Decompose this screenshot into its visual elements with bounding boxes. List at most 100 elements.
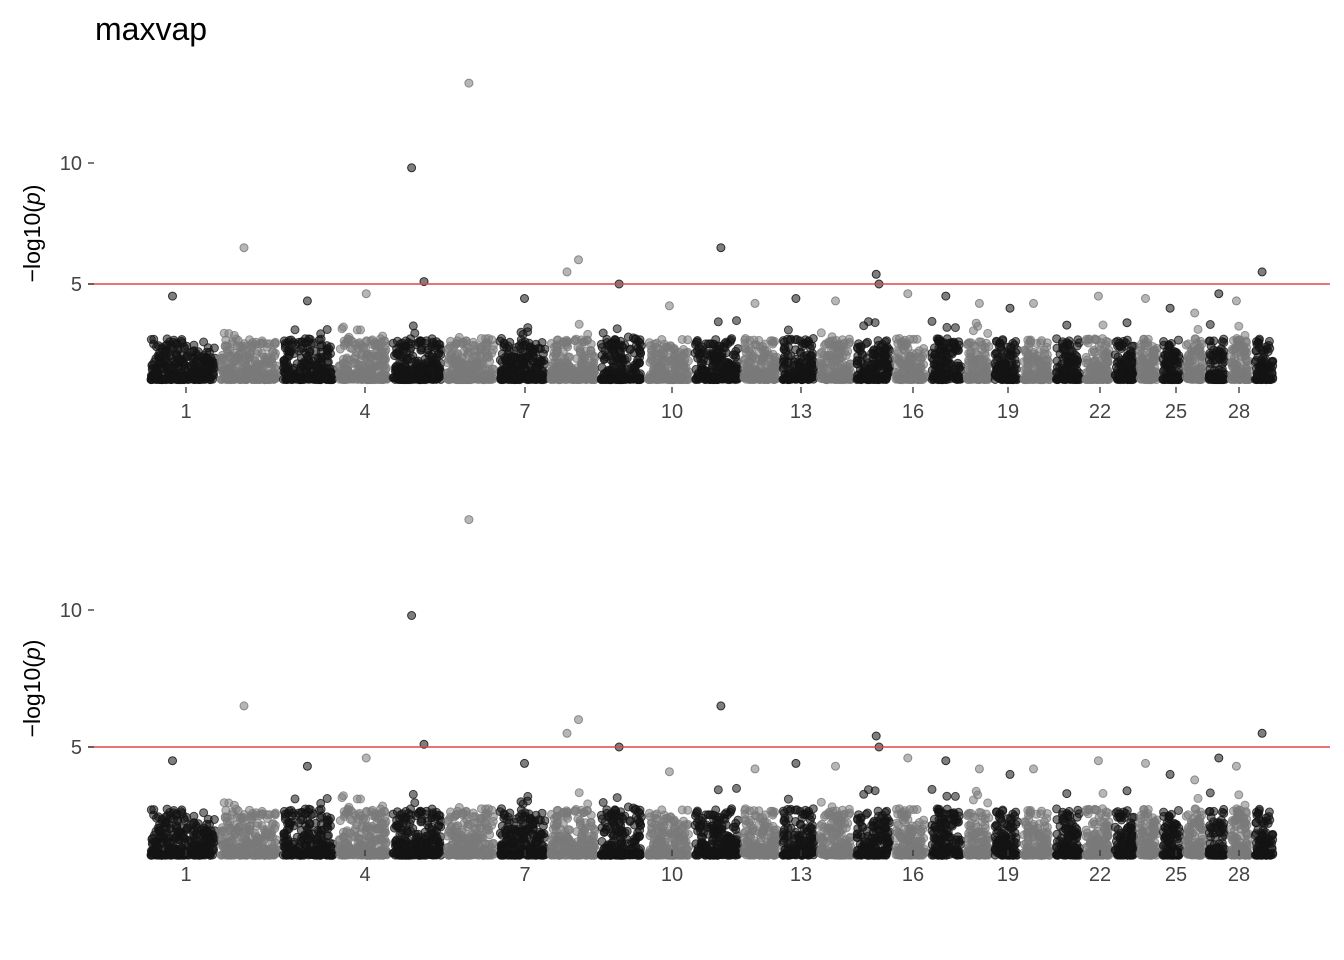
snp-point — [695, 350, 704, 360]
chromosome-11-points — [690, 316, 743, 385]
snp-point — [874, 340, 883, 350]
snp-point — [853, 359, 862, 369]
snp-point — [257, 365, 267, 374]
snp-point — [417, 343, 427, 353]
snp-point — [461, 369, 470, 379]
snp-point — [406, 339, 416, 349]
snp-point — [154, 353, 164, 363]
chromosome-20-points — [1019, 335, 1054, 385]
snp-point — [881, 374, 891, 384]
snp-point — [146, 805, 156, 815]
snp-point — [205, 373, 215, 382]
snp-point — [964, 348, 974, 358]
top-hit-point — [1122, 318, 1132, 328]
snp-point — [808, 348, 817, 358]
snp-point — [745, 375, 755, 385]
snp-point — [698, 359, 707, 368]
snp-point — [286, 335, 296, 345]
snp-point — [826, 347, 836, 356]
snp-point — [346, 335, 356, 345]
snp-point — [407, 366, 417, 376]
snp-point — [1090, 348, 1100, 357]
snp-point — [303, 373, 313, 383]
snp-point — [356, 325, 365, 335]
top-hit-point — [239, 243, 249, 253]
snp-point — [370, 341, 380, 351]
snp-point — [713, 341, 723, 351]
chromosome-25-points — [1158, 335, 1185, 385]
snp-point — [359, 342, 369, 352]
snp-point — [829, 361, 839, 371]
snp-point — [1123, 373, 1133, 383]
snp-point — [942, 334, 952, 344]
snp-point — [338, 371, 348, 381]
snp-point — [732, 316, 741, 326]
snp-point — [1195, 347, 1205, 357]
top-hit-point — [903, 289, 913, 299]
snp-point — [949, 344, 959, 354]
snp-point — [182, 812, 192, 822]
snp-point — [755, 375, 765, 384]
snp-point — [393, 367, 403, 377]
snp-point — [226, 362, 236, 372]
snp-point — [564, 360, 574, 370]
snp-point — [427, 364, 437, 374]
snp-point — [1072, 341, 1082, 351]
snp-point — [1007, 357, 1017, 367]
snp-point — [898, 359, 908, 369]
snp-point — [581, 351, 590, 361]
top-hit-point — [1214, 289, 1224, 299]
snp-point — [616, 348, 626, 358]
snp-point — [892, 334, 901, 344]
x-tick-label: 4 — [359, 401, 370, 423]
snp-point — [250, 356, 260, 365]
snp-point — [1234, 321, 1244, 331]
snp-point — [282, 357, 291, 367]
snp-point — [942, 322, 952, 332]
snp-point — [502, 343, 512, 353]
snp-point — [447, 357, 457, 367]
snp-point — [998, 361, 1008, 371]
x-tick-label: 28 — [1228, 401, 1250, 423]
snp-point — [408, 374, 418, 383]
top-hit-point — [716, 243, 726, 253]
snp-point — [574, 319, 584, 329]
snp-point — [268, 374, 278, 384]
chromosome-21-points — [1051, 334, 1085, 385]
snp-point — [1136, 355, 1145, 365]
snp-point — [967, 373, 977, 383]
snp-point — [745, 335, 755, 345]
snp-point — [303, 361, 313, 371]
snp-point — [853, 351, 863, 361]
snp-point — [600, 346, 610, 356]
snp-point — [1261, 373, 1271, 383]
snp-point — [550, 374, 560, 384]
y-tick-label: 5 — [71, 274, 82, 296]
snp-point — [713, 317, 723, 327]
snp-point — [726, 335, 736, 345]
snp-point — [564, 369, 573, 379]
snp-point — [1008, 375, 1018, 385]
top-hit-point — [1005, 303, 1015, 313]
snp-point — [179, 375, 189, 384]
snp-point — [800, 338, 810, 348]
top-hit-point — [361, 289, 371, 299]
snp-point — [800, 372, 810, 382]
snp-point — [222, 373, 232, 383]
snp-point — [1097, 370, 1107, 380]
top-hit-point — [831, 296, 840, 306]
chromosome-12-points — [739, 334, 782, 385]
snp-point — [376, 334, 385, 344]
snp-point — [1205, 336, 1215, 346]
snp-point — [783, 334, 792, 344]
snp-point — [158, 375, 168, 384]
snp-point — [534, 343, 544, 353]
snp-point — [702, 350, 712, 360]
chromosome-1-points — [146, 804, 220, 860]
snp-point — [295, 373, 305, 383]
snp-point — [316, 329, 326, 339]
snp-point — [1143, 334, 1153, 344]
snp-point — [147, 374, 157, 384]
chromosome-16-points — [891, 334, 931, 385]
snp-point — [1267, 357, 1277, 367]
